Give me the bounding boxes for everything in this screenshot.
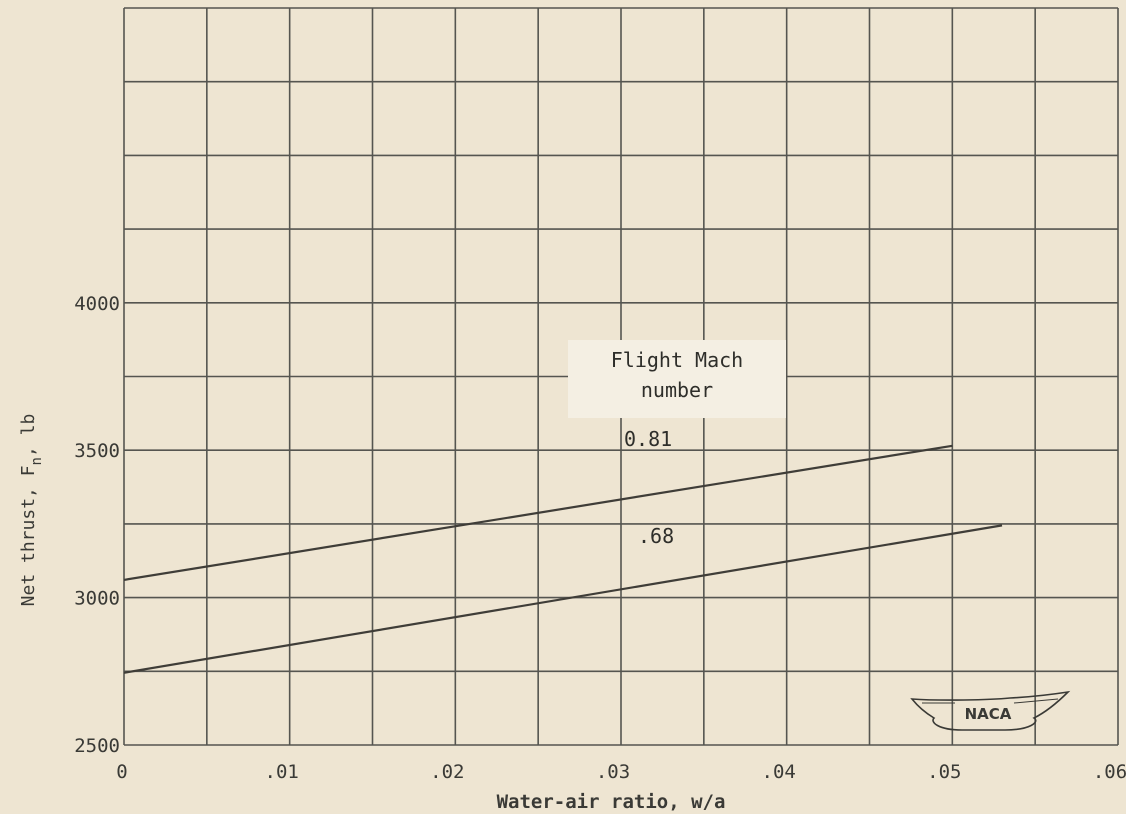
series-line-081 xyxy=(123,444,953,581)
svg-text:Net thrust, Fn, lb: Net thrust, Fn, lb xyxy=(18,414,45,607)
series-lines xyxy=(123,444,1003,674)
x-tick-label: 0 xyxy=(116,761,127,783)
x-tick-label: .05 xyxy=(927,761,961,783)
y-tick-label: 3500 xyxy=(74,440,120,462)
legend-box xyxy=(568,340,786,418)
y-tick-label: 4000 xyxy=(74,293,120,315)
x-tick-label: .04 xyxy=(762,761,796,783)
y-axis-title-subscript: n xyxy=(29,457,45,465)
legend-line-1: Flight Mach xyxy=(611,348,743,372)
x-axis-title: Water-air ratio, w/a xyxy=(497,791,726,813)
y-axis-title-main: Net thrust, F xyxy=(18,465,39,606)
y-axis-title: Net thrust, Fn, lb xyxy=(18,414,45,607)
legend-line-2: number xyxy=(641,378,713,402)
naca-logo: NACA xyxy=(910,690,1071,731)
x-tick-label: .06 xyxy=(1093,761,1126,783)
y-tick-labels: 2500 3000 3500 4000 xyxy=(74,293,120,757)
y-axis-title-unit: , lb xyxy=(18,414,39,457)
grid xyxy=(123,7,1119,746)
x-tick-labels: 0 .01 .02 .03 .04 .05 .06 xyxy=(116,761,1126,783)
naca-logo-text: NACA xyxy=(965,705,1012,723)
x-tick-label: .03 xyxy=(596,761,630,783)
series-label-068: .68 xyxy=(638,524,674,548)
y-tick-label: 2500 xyxy=(74,735,120,757)
x-tick-label: .01 xyxy=(265,761,299,783)
series-line-068 xyxy=(123,524,1003,674)
y-tick-label: 3000 xyxy=(74,588,120,610)
series-label-081: 0.81 xyxy=(624,427,672,451)
x-tick-label: .02 xyxy=(430,761,464,783)
